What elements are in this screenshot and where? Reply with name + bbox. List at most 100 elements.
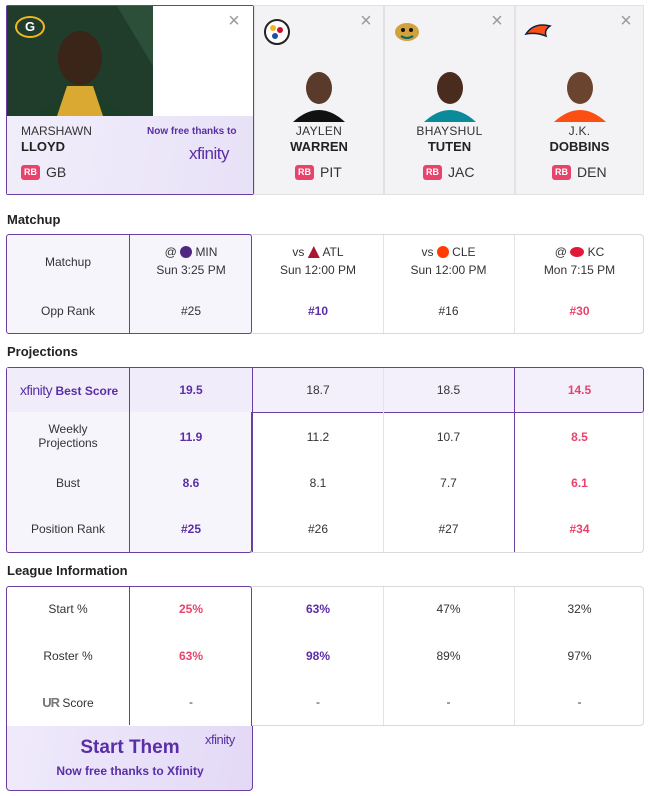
roster-cell: 97% (567, 649, 592, 663)
roster-cell: 98% (305, 649, 331, 663)
player-card-lloyd[interactable]: G × MARSHAWN LLOYD RB GB Now free thanks… (6, 5, 254, 195)
game-time: Sun 12:00 PM (279, 263, 357, 277)
divider (383, 235, 384, 333)
projections-table: xfinity Best Score Weekly Projections Bu… (6, 367, 644, 553)
jaguars-logo-icon (395, 23, 419, 41)
row-label-score: UR Score (7, 695, 129, 710)
close-icon[interactable]: × (491, 10, 503, 32)
player-position: RB DEN (552, 164, 607, 180)
player-position: RB GB (21, 164, 66, 180)
team-abbr: PIT (320, 164, 342, 180)
matchup-table: Matchup Opp Rank @ MIN Sun 3:25 PM vs AT… (6, 234, 644, 334)
opponent: CLE (452, 245, 476, 259)
bust-cell: 6.1 (571, 476, 588, 490)
promo-text: Now free thanks to (147, 126, 237, 137)
xfinity-logo: xfinity (19, 382, 53, 398)
browns-logo-icon (436, 246, 449, 258)
position-rank-cell: #25 (180, 522, 202, 536)
divider (514, 235, 515, 333)
player-last-name: WARREN (290, 139, 348, 154)
row-label-position-rank: Position Rank (30, 522, 106, 536)
cta-title: Start Them (80, 737, 180, 758)
close-icon[interactable]: × (360, 10, 372, 32)
matchup-prefix: @ (554, 245, 567, 259)
row-label-matchup: Matchup (44, 255, 92, 269)
position-badge: RB (423, 164, 442, 180)
opponent: KC (587, 245, 605, 259)
bust-cell: 7.7 (440, 476, 457, 490)
player-first-name: J.K. (568, 124, 591, 138)
weekly-cell: 8.5 (571, 430, 588, 444)
row-label-bust: Bust (55, 476, 80, 490)
divider (514, 368, 515, 552)
divider (252, 368, 253, 552)
divider (129, 235, 130, 333)
opp-rank-cell: #30 (569, 304, 590, 318)
close-icon[interactable]: × (620, 10, 632, 32)
photo-filler (153, 6, 253, 116)
player-card-tuten[interactable]: × BHAYSHUL TUTEN RB JAC (384, 5, 515, 195)
divider (383, 587, 384, 725)
position-rank-cell: #34 (569, 522, 590, 536)
start-cell: 63% (305, 602, 331, 616)
row-label-weekly: Weekly Projections (38, 422, 98, 450)
opponent: ATL (322, 245, 344, 259)
league-table: Start % Roster % UR Score 25% 63% 47% 32… (6, 586, 644, 726)
opp-rank-cell: #16 (438, 304, 459, 318)
opponent: MIN (195, 245, 218, 259)
best-score-cell: 18.5 (436, 383, 461, 397)
position-badge: RB (552, 164, 571, 180)
best-score-label: xfinity Best Score (9, 382, 129, 398)
player-position: RB PIT (295, 164, 342, 180)
team-abbr: GB (46, 164, 67, 180)
score-label-text: Score (62, 696, 94, 710)
start-cell: 47% (436, 602, 461, 616)
divider (514, 587, 515, 725)
start-cell: 32% (567, 602, 592, 616)
player-info-panel (7, 116, 253, 194)
packers-logo-icon: G (15, 16, 45, 38)
score-cell: - (316, 695, 320, 709)
chiefs-logo-icon (570, 247, 585, 257)
position-badge: RB (21, 164, 40, 180)
row-label-start: Start % (48, 602, 88, 616)
xfinity-logo: xfinity (205, 732, 235, 747)
roster-cell: 63% (178, 649, 204, 663)
weekly-cell: 11.9 (179, 430, 203, 444)
weekly-cell: 11.2 (306, 430, 330, 444)
start-them-button[interactable]: Start Them Now free thanks to Xfinity xf… (6, 726, 253, 791)
player-headshot-warren (293, 72, 345, 122)
player-headshot-lloyd (7, 6, 153, 116)
opp-rank-cell: #25 (180, 304, 202, 318)
team-abbr: JAC (448, 164, 475, 180)
matchup-cell: vs CLE Sun 12:00 PM (383, 245, 514, 277)
player-card-warren[interactable]: × JAYLEN WARREN RB PIT (254, 5, 384, 195)
best-score-cell: 14.5 (567, 383, 592, 397)
steelers-logo-icon (264, 19, 290, 45)
divider (129, 368, 130, 552)
cta-subtitle: Now free thanks to Xfinity (56, 764, 204, 778)
weekly-cell: 10.7 (436, 430, 461, 444)
team-abbr: DEN (577, 164, 607, 180)
matchup-cell: @ KC Mon 7:15 PM (514, 245, 645, 277)
close-icon[interactable]: × (228, 10, 240, 32)
game-time: Sun 3:25 PM (156, 263, 226, 277)
divider (383, 368, 384, 552)
player-card-dobbins[interactable]: × J.K. DOBBINS RB DEN (515, 5, 644, 195)
xfinity-logo: xfinity (189, 144, 229, 163)
score-cell: - (577, 695, 582, 709)
player-first-name: BHAYSHUL (416, 124, 483, 138)
player-headshot-tuten (423, 72, 476, 122)
roster-cell: 89% (436, 649, 461, 663)
position-rank-cell: #27 (438, 522, 459, 536)
player-last-name: LLOYD (21, 139, 66, 154)
vikings-logo-icon (180, 246, 193, 258)
row-label-opp-rank: Opp Rank (40, 304, 96, 318)
score-cell: - (189, 695, 193, 709)
league-section-title: League Information (7, 563, 128, 578)
matchup-prefix: @ (164, 245, 177, 259)
broncos-logo-icon (524, 24, 552, 38)
score-cell: - (446, 695, 451, 709)
falcons-logo-icon (307, 246, 320, 258)
game-time: Mon 7:15 PM (543, 263, 616, 277)
